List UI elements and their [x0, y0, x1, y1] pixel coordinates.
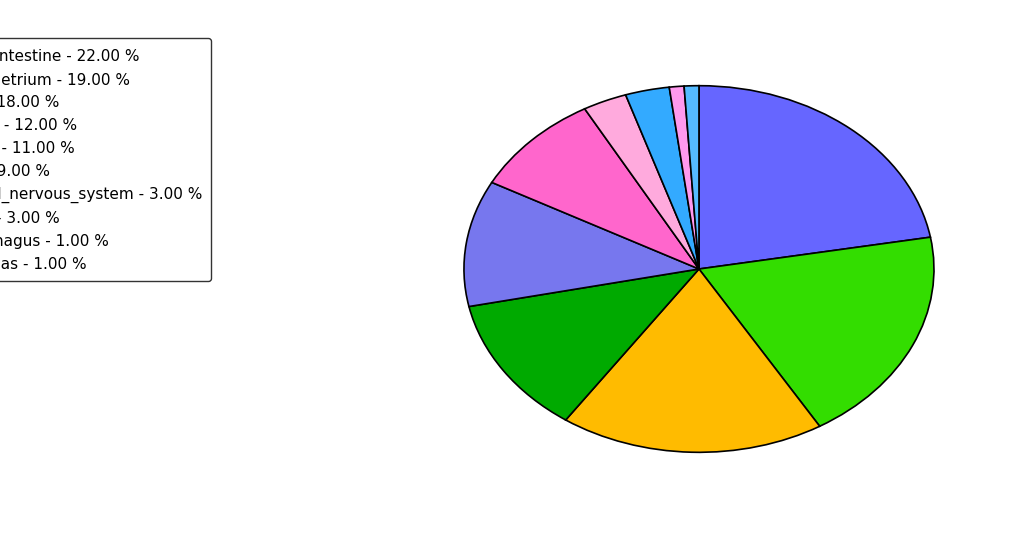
Wedge shape: [492, 109, 699, 269]
Wedge shape: [699, 237, 934, 426]
Wedge shape: [670, 86, 699, 269]
Wedge shape: [565, 269, 820, 452]
Wedge shape: [585, 95, 699, 269]
Wedge shape: [469, 269, 699, 420]
Wedge shape: [699, 86, 930, 269]
Wedge shape: [684, 86, 699, 269]
Legend: large_intestine - 22.00 %, endometrium - 19.00 %, lung - 18.00 %, kidney - 12.00: large_intestine - 22.00 %, endometrium -…: [0, 38, 212, 281]
Wedge shape: [464, 182, 699, 307]
Wedge shape: [626, 87, 699, 269]
